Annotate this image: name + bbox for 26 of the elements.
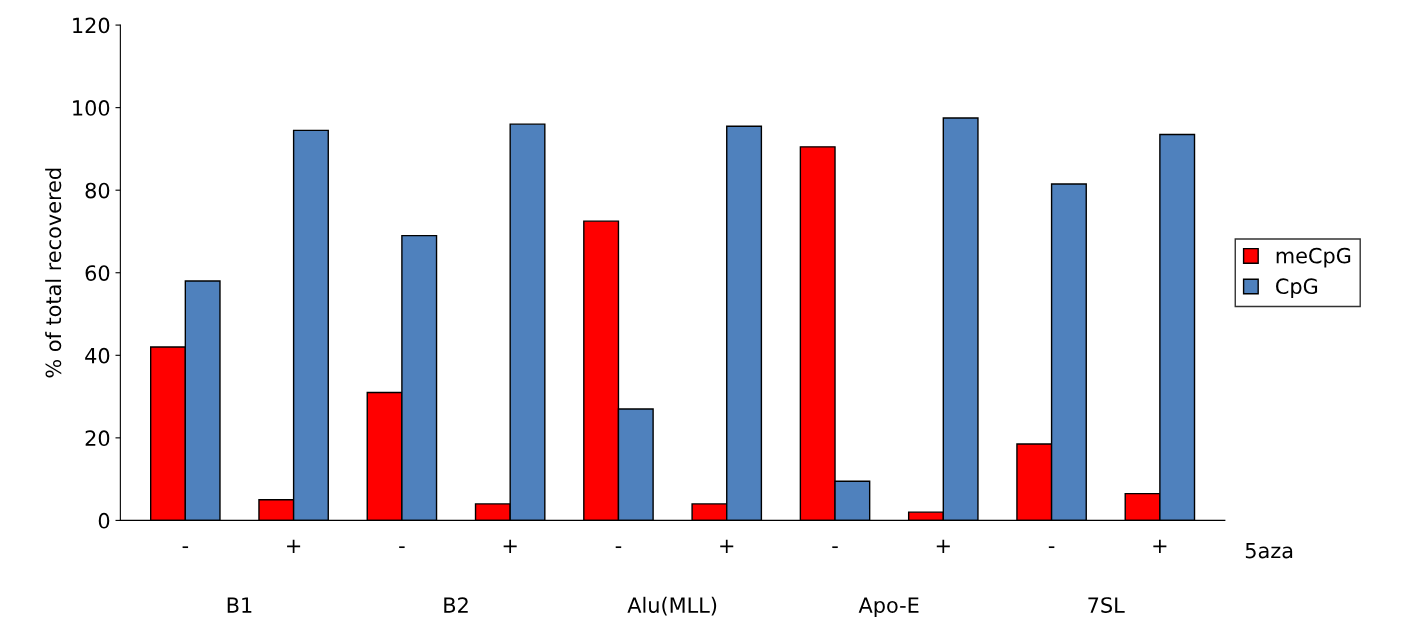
x-tick-label: - (832, 546, 838, 549)
y-tick-label: 80 (85, 182, 110, 199)
y-tick-label: 120 (73, 17, 110, 34)
text: 5aza (1245, 542, 1293, 559)
x-tick-label: - (615, 546, 622, 549)
text: Apo-E (858, 597, 919, 617)
x-tick-label: + (287, 539, 301, 553)
text: 7SL (1088, 597, 1125, 613)
y-tick-label: 100 (73, 100, 110, 116)
x-tick-label: - (182, 546, 189, 549)
text: Alu(MLL) (627, 596, 717, 616)
y-tick-label: 20 (85, 430, 110, 447)
text: B1 (227, 597, 252, 613)
legend-label: meCpG (1276, 247, 1351, 268)
legend-label: CpG (1276, 278, 1318, 299)
y-tick-label: 0 (98, 512, 110, 529)
x-tick-label: + (1153, 539, 1167, 553)
y-tick-label: 60 (85, 265, 110, 281)
text: B2 (444, 597, 468, 613)
x-tick-label: - (399, 546, 405, 549)
x-tick-label: + (936, 539, 950, 553)
x-tick-label: + (503, 539, 517, 553)
x-tick-label: + (720, 539, 734, 553)
y-axis-title: % of total recovered (45, 168, 62, 378)
y-tick-label: 40 (85, 347, 110, 364)
x-tick-label: - (1048, 546, 1055, 549)
